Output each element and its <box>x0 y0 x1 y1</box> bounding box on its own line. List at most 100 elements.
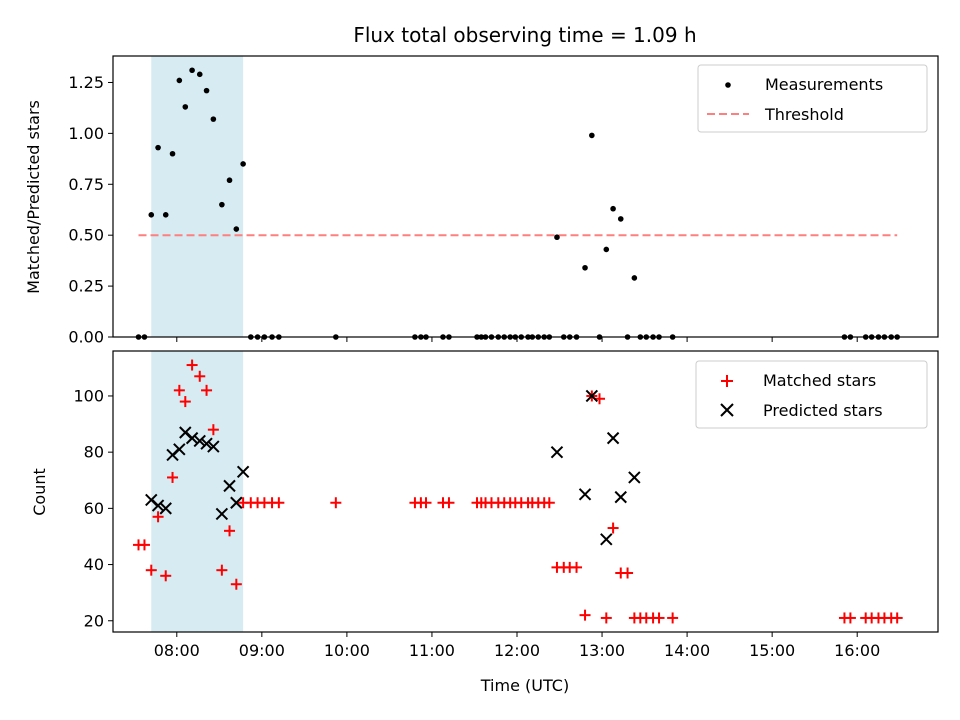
top-axes-frame <box>112 55 939 338</box>
x-tick-label: 14:00 <box>664 641 710 660</box>
measurement-point <box>182 104 189 110</box>
predicted-star-marker <box>193 434 206 448</box>
top-legend-box <box>697 64 928 133</box>
top-x-ticks <box>176 337 858 342</box>
legend-predicted-label: Predicted stars <box>763 401 883 420</box>
matched-star-marker <box>330 497 342 509</box>
measurement-point <box>196 71 203 78</box>
matched-star-marker <box>230 578 242 590</box>
x-tick-label: 08:00 <box>154 641 200 660</box>
predicted-star-marker <box>606 431 620 445</box>
measurement-point <box>148 212 155 218</box>
bottom-y-axis-label: Count <box>30 468 49 516</box>
matched-star-marker <box>207 424 219 436</box>
measurement-point <box>219 201 225 208</box>
x-axis-label: Time (UTC) <box>480 676 569 695</box>
predicted-star-marker <box>600 533 613 546</box>
matched-star-marker <box>224 525 236 537</box>
bottom-y-ticks: 20 40 60 80 100 <box>73 386 113 630</box>
top-legend: Measurements Threshold <box>697 64 928 133</box>
predicted-star-marker <box>585 389 599 403</box>
chart-title: Flux total observing time = 1.09 h <box>353 23 696 47</box>
predicted-star-marker <box>215 507 229 521</box>
x-tick-label: 12:00 <box>494 641 540 660</box>
measurement-point <box>210 116 217 122</box>
matched-star-marker <box>160 570 172 582</box>
matched-star-marker <box>600 612 612 624</box>
predicted-star-stroke <box>585 389 599 403</box>
legend-measurements-label: Measurements <box>765 75 883 94</box>
predicted-star-stroke <box>236 465 250 479</box>
bottom-highlight-span <box>151 351 244 632</box>
matched-star-marker <box>216 564 228 576</box>
matched-star-marker <box>194 370 206 382</box>
predicted-star-marker <box>578 488 592 501</box>
x-tick-label: 15:00 <box>749 641 795 660</box>
y-tick-label: 0.25 <box>68 277 104 296</box>
y-tick-label: 80 <box>84 443 104 462</box>
y-tick-label: 0.75 <box>68 175 104 194</box>
matched-star-marker <box>579 609 591 621</box>
predicted-star-stroke <box>159 502 172 515</box>
measurement-point <box>582 264 588 271</box>
matched-star-marker <box>443 497 455 509</box>
predicted-star-stroke <box>173 443 186 456</box>
bottom-legend: Matched stars Predicted stars <box>695 360 928 429</box>
matched-star-marker <box>138 539 150 551</box>
predicted-star-marker <box>159 502 172 515</box>
top-highlight-span <box>151 56 244 337</box>
predicted-star-stroke <box>151 499 165 512</box>
matched-star-marker <box>186 359 198 371</box>
legend-matched-marker <box>721 375 733 387</box>
matched-star-marker <box>844 612 856 624</box>
y-tick-label: 60 <box>84 499 104 518</box>
measurement-point <box>603 246 610 253</box>
predicted-star-marker <box>200 437 213 450</box>
bottom-x-ticks: 08:00 09:00 10:00 11:00 12:00 13:00 14:00 15:00… <box>154 632 880 660</box>
matched-star-marker <box>543 497 555 509</box>
predicted-star-marker <box>223 479 236 493</box>
matched-star-marker <box>891 612 903 624</box>
predicted-star-stroke <box>550 445 564 459</box>
predicted-star-stroke <box>185 431 199 445</box>
measurement-point <box>589 132 595 139</box>
predicted-star-marker <box>236 465 250 479</box>
top-panel: 0.00 0.25 0.50 0.75 1.00 1.25 Matched/Predict… <box>24 55 939 347</box>
predicted-star-stroke <box>193 434 206 448</box>
legend-predicted-marker <box>720 403 734 417</box>
measurements-layer <box>135 67 900 340</box>
bottom-panel: 20 40 60 80 100 08:00 09:00 10:00 11:00 12:00 13:… <box>30 350 939 695</box>
measurement-point <box>169 150 176 157</box>
matched-star-marker <box>667 612 679 624</box>
predicted-star-stroke <box>215 507 229 521</box>
x-tick-label: 13:00 <box>579 641 625 660</box>
legend-threshold-label: Threshold <box>764 105 844 124</box>
measurement-point <box>617 216 624 222</box>
y-tick-label: 1.25 <box>68 73 104 92</box>
y-tick-label: 0.00 <box>68 328 104 347</box>
legend-matched-label: Matched stars <box>763 371 876 390</box>
predicted-star-marker <box>173 443 186 456</box>
matched-star-marker <box>607 522 619 534</box>
matched-star-marker <box>145 564 157 576</box>
predicted-stars-layer <box>145 389 641 546</box>
matched-star-marker <box>201 384 213 396</box>
measurement-point <box>189 67 195 74</box>
y-tick-label: 20 <box>84 611 104 630</box>
matched-star-marker <box>152 511 164 523</box>
matched-star-marker <box>571 561 583 573</box>
predicted-star-marker <box>151 499 165 512</box>
predicted-star-stroke <box>578 488 592 501</box>
predicted-star-stroke <box>223 479 236 493</box>
top-y-axis-label: Matched/Predicted stars <box>24 100 43 294</box>
top-y-ticks: 0.00 0.25 0.50 0.75 1.00 1.25 <box>68 73 113 347</box>
x-tick-label: 11:00 <box>409 641 455 660</box>
x-tick-label: 10:00 <box>324 641 370 660</box>
y-tick-label: 1.00 <box>68 124 104 143</box>
measurement-point <box>203 87 210 94</box>
matched-star-marker <box>273 497 285 509</box>
measurement-point <box>240 161 246 167</box>
measurement-point <box>176 77 183 84</box>
matched-star-marker <box>173 384 185 396</box>
